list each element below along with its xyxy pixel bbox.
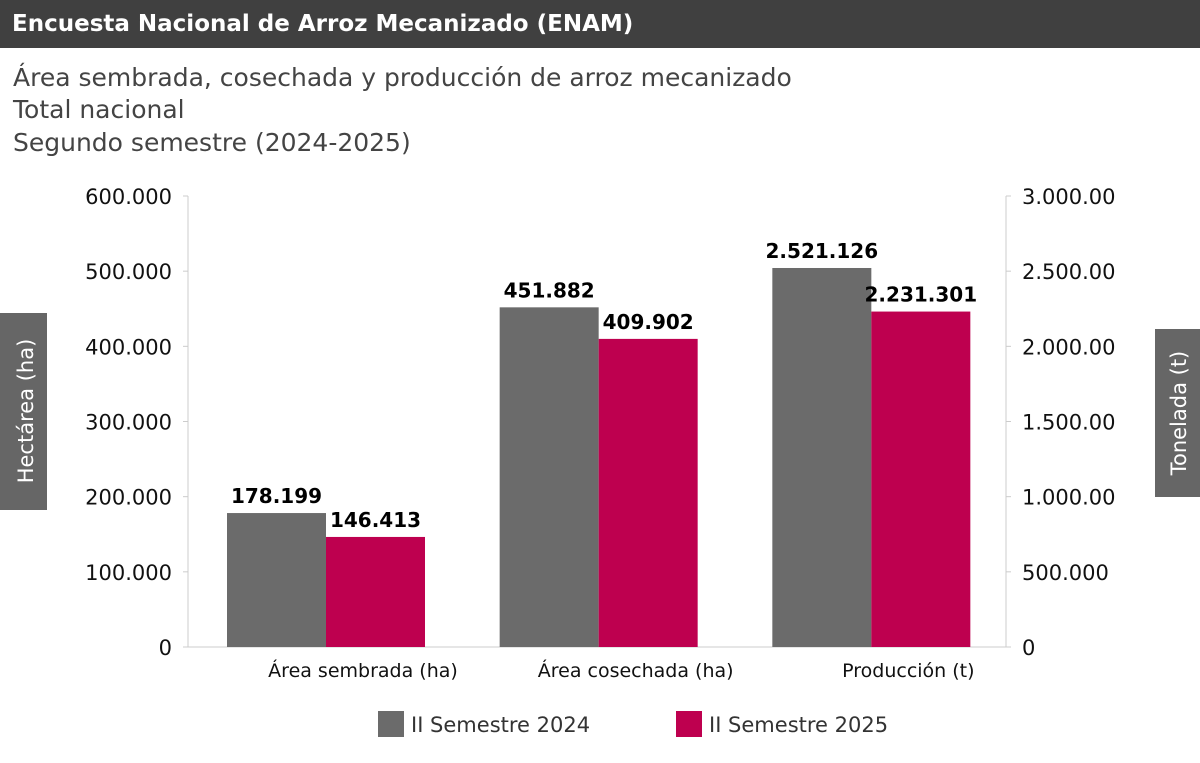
- chart-subtitle-3: Segundo semestre (2024-2025): [13, 128, 411, 157]
- data-label: 2.521.126: [766, 239, 879, 263]
- chart-subtitle-2: Total nacional: [13, 95, 185, 124]
- right-tick-label: 1.500.00: [1022, 411, 1116, 435]
- data-label: 178.199: [231, 484, 322, 508]
- left-tick-label: 600.000: [85, 185, 172, 209]
- legend-label: II Semestre 2024: [411, 713, 590, 737]
- data-label: 409.902: [603, 310, 694, 334]
- legend-swatch: [378, 711, 404, 737]
- bar-1: [227, 513, 326, 647]
- right-tick-label: 2.500.00: [1022, 260, 1116, 284]
- left-tick-label: 100.000: [85, 561, 172, 585]
- left-tick-label: 400.000: [85, 335, 172, 359]
- bar-1: [499, 307, 599, 647]
- page-title: Encuesta Nacional de Arroz Mecanizado (E…: [0, 0, 1200, 48]
- bar-2: [598, 338, 698, 647]
- right-tick-label: 1.000.00: [1022, 486, 1116, 510]
- left-axis-title-box: [0, 313, 47, 510]
- data-label: 2.231.301: [865, 283, 978, 307]
- left-axis-title: Hectárea (ha): [14, 339, 38, 484]
- bar-2: [871, 311, 971, 647]
- legend-label: II Semestre 2025: [709, 713, 888, 737]
- left-tick-label: 200.000: [85, 486, 172, 510]
- left-tick-label: 0: [159, 636, 172, 660]
- data-label: 146.413: [330, 508, 421, 532]
- category-label: Área cosechada (ha): [538, 659, 734, 682]
- right-axis-title-box: [1155, 329, 1200, 497]
- right-tick-label: 0: [1022, 636, 1035, 660]
- right-tick-label: 3.000.00: [1022, 185, 1116, 209]
- bar-1: [772, 267, 872, 647]
- category-label: Área sembrada (ha): [268, 659, 458, 682]
- bar-2: [326, 536, 425, 647]
- right-axis-title: Tonelada (t): [1167, 351, 1191, 477]
- category-label: Producción (t): [842, 660, 974, 682]
- left-tick-label: 500.000: [85, 260, 172, 284]
- chart-subtitle-1: Área sembrada, cosechada y producción de…: [13, 63, 792, 92]
- data-label: 451.882: [504, 278, 595, 302]
- right-tick-label: 2.000.00: [1022, 335, 1116, 359]
- left-tick-label: 300.000: [85, 411, 172, 435]
- right-tick-label: 500.000: [1022, 561, 1109, 585]
- legend-swatch: [676, 711, 702, 737]
